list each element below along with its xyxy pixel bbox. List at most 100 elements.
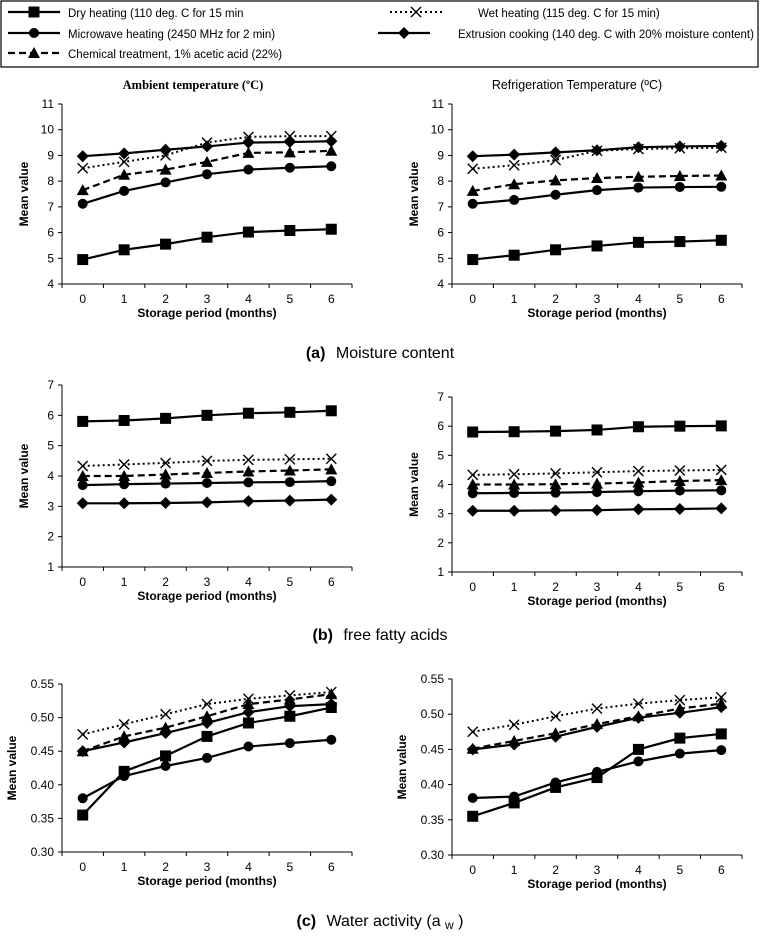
data-point-dry-heating xyxy=(550,244,562,256)
chart-title-a-ambient: Ambient temperature (ºC) xyxy=(123,78,264,92)
x-tick-label: 0 xyxy=(79,292,86,306)
data-point-microwave-heating xyxy=(716,745,727,756)
y-tick-label: 0.40 xyxy=(421,778,445,792)
data-point-microwave-heating xyxy=(119,185,130,196)
data-point-chemical-treatment xyxy=(632,710,645,722)
y-tick-label: 2 xyxy=(47,530,54,544)
data-point-extrusion-cooking xyxy=(632,503,645,516)
x-tick-label: 6 xyxy=(328,860,335,874)
x-tick-label: 6 xyxy=(718,580,725,594)
data-point-extrusion-cooking xyxy=(159,496,172,509)
legend-label-dry-heating: Dry heating (110 deg. C for 15 min xyxy=(68,8,244,20)
data-point-wet-heating xyxy=(118,156,130,168)
x-axis-label: Storage period (months) xyxy=(527,594,666,608)
data-point-chemical-treatment xyxy=(508,478,521,490)
x-tick-label: 6 xyxy=(328,575,335,589)
y-tick-label: 11 xyxy=(42,97,55,111)
data-point-extrusion-cooking xyxy=(283,494,296,507)
data-point-chemical-treatment xyxy=(591,172,603,184)
data-point-dry-heating xyxy=(550,425,562,437)
data-point-wet-heating xyxy=(201,455,213,467)
data-point-wet-heating xyxy=(160,708,172,720)
series-chemical-treatment xyxy=(76,688,338,757)
data-point-chemical-treatment xyxy=(632,170,645,182)
y-tick-label: 7 xyxy=(437,200,444,214)
data-point-extrusion-cooking xyxy=(118,147,131,160)
caption-c: (c) Water activity (a w ) xyxy=(296,913,463,933)
data-point-wet-heating xyxy=(77,460,89,472)
series-dry-heating xyxy=(77,405,337,427)
series-chemical-treatment xyxy=(466,697,728,754)
data-point-dry-heating xyxy=(284,225,296,237)
data-point-chemical-treatment xyxy=(118,470,131,481)
data-point-dry-heating xyxy=(284,406,296,418)
data-point-chemical-treatment xyxy=(159,163,172,175)
x-tick-label: 1 xyxy=(511,863,518,877)
data-point-microwave-heating xyxy=(633,756,644,767)
data-point-dry-heating xyxy=(591,772,603,784)
y-axis-label: Mean value xyxy=(17,161,31,226)
y-tick-label: 0.45 xyxy=(421,742,445,756)
data-point-wet-heating xyxy=(77,728,89,740)
y-tick-label: 0.50 xyxy=(31,711,55,725)
data-point-microwave-heating xyxy=(284,477,295,488)
y-tick-label: 5 xyxy=(437,251,444,265)
data-point-extrusion-cooking xyxy=(242,136,255,149)
x-tick-label: 4 xyxy=(245,292,252,306)
y-axis-label: Mean value xyxy=(17,443,31,508)
data-point-extrusion-cooking xyxy=(673,140,686,153)
data-point-wet-heating xyxy=(325,453,337,465)
data-point-dry-heating xyxy=(591,240,603,252)
y-tick-label: 9 xyxy=(437,148,444,162)
series-chemical-treatment xyxy=(76,463,338,481)
data-point-dry-heating xyxy=(284,710,296,722)
caption-a-letter: (a) xyxy=(306,345,326,362)
y-axis-label: Mean value xyxy=(407,161,421,226)
data-point-dry-heating xyxy=(591,424,603,436)
data-point-chemical-treatment xyxy=(325,463,338,475)
y-tick-label: 4 xyxy=(437,478,444,492)
y-tick-label: 6 xyxy=(437,419,444,433)
x-tick-label: 1 xyxy=(511,292,518,306)
x-tick-label: 3 xyxy=(204,292,211,306)
x-tick-label: 2 xyxy=(162,860,169,874)
y-tick-label: 5 xyxy=(437,448,444,462)
x-tick-label: 0 xyxy=(79,860,86,874)
data-point-wet-heating xyxy=(118,718,130,730)
data-point-dry-heating xyxy=(77,809,89,821)
data-point-microwave-heating xyxy=(550,487,561,498)
data-point-dry-heating xyxy=(160,750,172,762)
y-tick-label: 0.35 xyxy=(31,811,55,825)
series-microwave-heating xyxy=(77,734,337,804)
data-point-dry-heating xyxy=(467,254,479,266)
caption-b-text: free fatty acids xyxy=(343,627,447,644)
data-point-extrusion-cooking xyxy=(508,148,521,161)
x-tick-label: 6 xyxy=(718,292,725,306)
data-point-chemical-treatment xyxy=(242,146,255,158)
x-tick-label: 3 xyxy=(594,580,601,594)
x-tick-label: 4 xyxy=(635,580,642,594)
data-point-extrusion-cooking xyxy=(76,150,89,163)
legend-marker-microwave-heating xyxy=(29,28,39,38)
y-tick-label: 6 xyxy=(47,226,54,240)
data-point-microwave-heating xyxy=(633,486,644,497)
y-tick-label: 4 xyxy=(47,277,54,291)
y-tick-label: 1 xyxy=(437,565,444,579)
series-dry-heating xyxy=(467,234,727,266)
data-point-dry-heating xyxy=(467,810,479,822)
data-point-dry-heating xyxy=(118,244,130,256)
caption-c-text: Water activity (a xyxy=(327,913,441,930)
data-point-extrusion-cooking xyxy=(466,504,479,517)
y-tick-label: 0.40 xyxy=(31,778,55,792)
data-point-dry-heating xyxy=(674,732,686,744)
data-point-wet-heating xyxy=(118,458,130,470)
data-point-extrusion-cooking xyxy=(591,504,603,517)
x-tick-label: 5 xyxy=(677,292,684,306)
x-tick-label: 0 xyxy=(469,863,476,877)
data-point-wet-heating xyxy=(715,691,727,703)
series-microwave-heating xyxy=(77,161,337,209)
x-tick-label: 5 xyxy=(677,863,684,877)
x-axis-label: Storage period (months) xyxy=(527,306,666,320)
data-point-dry-heating xyxy=(632,743,644,755)
x-tick-label: 2 xyxy=(552,292,559,306)
